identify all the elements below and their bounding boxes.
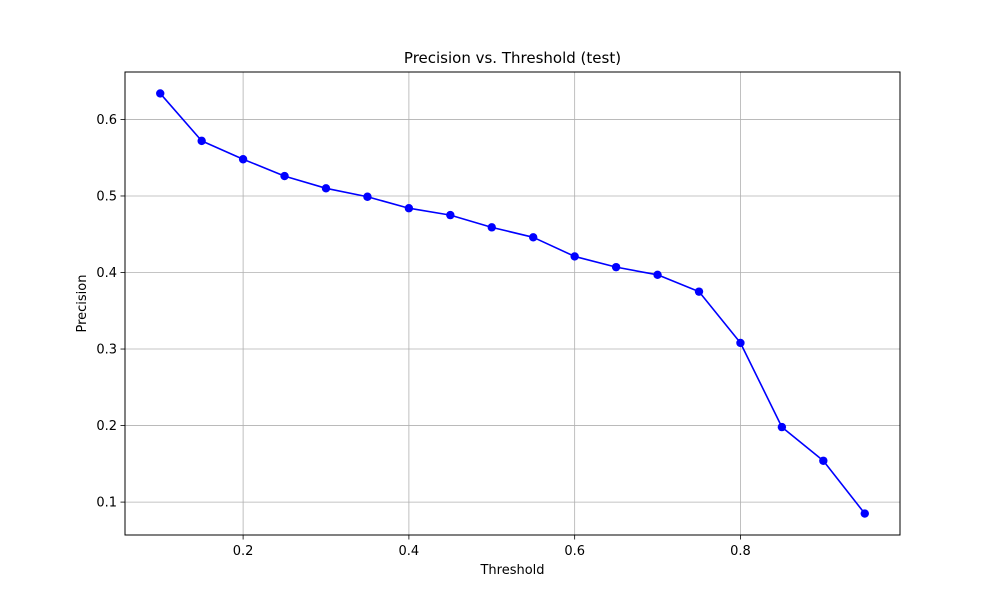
axis-ticks: 0.2 0.4 0.6 0.8 0.1 0.2 0.3 0.4 0.5 0.6	[96, 113, 750, 559]
x-tick-label: 0.4	[399, 544, 420, 559]
x-axis-label: Threshold	[479, 563, 544, 578]
data-point	[321, 184, 331, 193]
data-point	[529, 233, 538, 242]
grid-lines	[125, 72, 900, 535]
y-tick-label: 0.4	[96, 266, 117, 281]
data-point	[570, 252, 579, 261]
y-tick-label: 0.2	[96, 419, 117, 434]
plot-area-frame	[124, 71, 901, 536]
data-point	[487, 223, 496, 232]
y-tick-label: 0.6	[96, 113, 117, 128]
data-point	[363, 192, 372, 201]
data-point	[819, 456, 828, 465]
y-tick-label: 0.5	[96, 189, 117, 204]
data-point	[446, 210, 455, 220]
data-point	[238, 155, 248, 164]
data-series	[156, 89, 869, 518]
data-point	[694, 287, 704, 296]
data-point	[404, 204, 414, 213]
y-tick-label: 0.1	[96, 496, 117, 511]
data-point	[653, 270, 662, 280]
x-tick-label: 0.6	[564, 544, 585, 559]
data-point	[280, 171, 289, 181]
x-tick-label: 0.2	[233, 544, 254, 559]
y-axis-label: Precision	[75, 274, 90, 332]
data-point	[197, 136, 206, 146]
data-point	[156, 89, 165, 98]
data-point	[860, 509, 869, 518]
chart-title: Precision vs. Threshold (test)	[404, 49, 621, 67]
data-point	[777, 422, 787, 432]
x-tick-label: 0.8	[730, 544, 751, 559]
y-tick-label: 0.3	[96, 343, 117, 358]
data-point	[611, 262, 621, 272]
data-point	[736, 338, 745, 348]
series-line	[159, 92, 866, 515]
